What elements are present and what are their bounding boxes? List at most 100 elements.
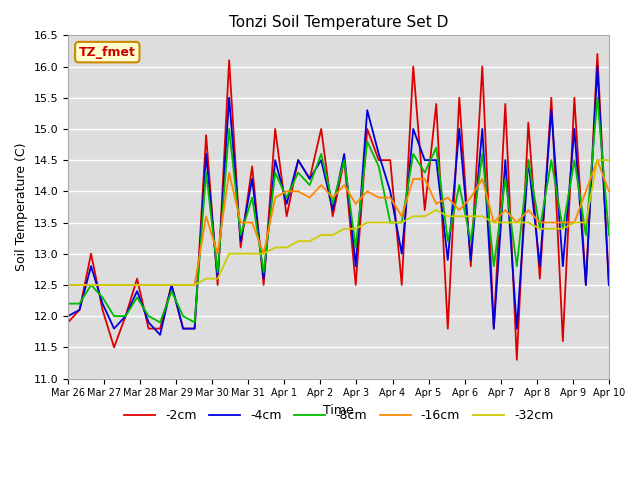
-8cm [133, 295, 141, 300]
-8cm [559, 226, 566, 232]
-8cm [179, 313, 187, 319]
-4cm [248, 176, 256, 182]
-16cm [122, 282, 129, 288]
-4cm [168, 282, 175, 288]
-4cm [582, 282, 589, 288]
-2cm [398, 282, 406, 288]
-8cm [76, 301, 83, 307]
-4cm [559, 264, 566, 269]
Title: Tonzi Soil Temperature Set D: Tonzi Soil Temperature Set D [228, 15, 448, 30]
-4cm [202, 151, 210, 157]
-32cm [559, 226, 566, 232]
-4cm [513, 326, 521, 332]
-16cm [456, 207, 463, 213]
-8cm [513, 264, 521, 269]
-2cm [202, 132, 210, 138]
Line: -4cm: -4cm [68, 67, 609, 335]
-8cm [271, 170, 279, 176]
-16cm [433, 201, 440, 207]
-32cm [145, 282, 152, 288]
-4cm [536, 264, 543, 269]
-4cm [76, 307, 83, 313]
-32cm [593, 157, 601, 163]
-8cm [490, 264, 498, 269]
-16cm [179, 282, 187, 288]
-16cm [283, 189, 291, 194]
-2cm [605, 282, 612, 288]
-8cm [191, 320, 198, 325]
-32cm [168, 282, 175, 288]
-32cm [202, 276, 210, 282]
-8cm [99, 295, 106, 300]
-4cm [283, 201, 291, 207]
-32cm [340, 226, 348, 232]
-4cm [87, 264, 95, 269]
-32cm [87, 282, 95, 288]
-16cm [582, 189, 589, 194]
-8cm [87, 282, 95, 288]
-4cm [456, 126, 463, 132]
-2cm [191, 326, 198, 332]
-2cm [490, 326, 498, 332]
-32cm [421, 214, 429, 219]
-8cm [536, 226, 543, 232]
-32cm [570, 220, 578, 226]
-2cm [99, 307, 106, 313]
-8cm [237, 232, 244, 238]
-16cm [490, 220, 498, 226]
-32cm [513, 220, 521, 226]
Line: -16cm: -16cm [68, 160, 609, 285]
-16cm [547, 220, 555, 226]
-16cm [214, 251, 221, 257]
-2cm [110, 345, 118, 350]
-4cm [547, 108, 555, 113]
Text: TZ_fmet: TZ_fmet [79, 46, 136, 59]
-16cm [306, 195, 314, 201]
-8cm [329, 201, 337, 207]
-4cm [433, 157, 440, 163]
-4cm [467, 257, 475, 263]
-8cm [433, 145, 440, 151]
-32cm [283, 245, 291, 251]
-32cm [433, 207, 440, 213]
-16cm [260, 251, 268, 257]
-2cm [525, 120, 532, 126]
-8cm [605, 232, 612, 238]
-4cm [294, 157, 302, 163]
-8cm [248, 195, 256, 201]
-4cm [191, 326, 198, 332]
-16cm [375, 195, 383, 201]
-4cm [340, 151, 348, 157]
-16cm [536, 220, 543, 226]
-32cm [225, 251, 233, 257]
-8cm [444, 239, 452, 244]
-2cm [433, 101, 440, 107]
-2cm [352, 282, 360, 288]
-32cm [156, 282, 164, 288]
-32cm [122, 282, 129, 288]
-4cm [237, 239, 244, 244]
-32cm [352, 226, 360, 232]
-32cm [398, 220, 406, 226]
-8cm [202, 170, 210, 176]
-4cm [387, 189, 394, 194]
-8cm [570, 157, 578, 163]
-32cm [605, 157, 612, 163]
-4cm [444, 257, 452, 263]
-8cm [64, 301, 72, 307]
-4cm [329, 207, 337, 213]
-8cm [145, 313, 152, 319]
-16cm [329, 195, 337, 201]
-2cm [421, 207, 429, 213]
-16cm [133, 282, 141, 288]
-16cm [525, 207, 532, 213]
-16cm [145, 282, 152, 288]
-16cm [156, 282, 164, 288]
Legend: -2cm, -4cm, -8cm, -16cm, -32cm: -2cm, -4cm, -8cm, -16cm, -32cm [118, 404, 558, 427]
-16cm [502, 207, 509, 213]
-16cm [559, 220, 566, 226]
-16cm [387, 195, 394, 201]
-32cm [237, 251, 244, 257]
-4cm [570, 126, 578, 132]
-2cm [64, 320, 72, 325]
